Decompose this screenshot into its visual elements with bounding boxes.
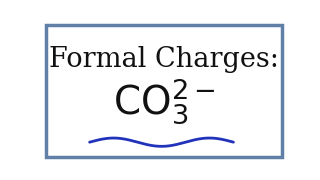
Text: $\mathrm{CO_3^{2-}}$: $\mathrm{CO_3^{2-}}$: [113, 77, 215, 127]
Text: Formal Charges:: Formal Charges:: [49, 46, 279, 73]
